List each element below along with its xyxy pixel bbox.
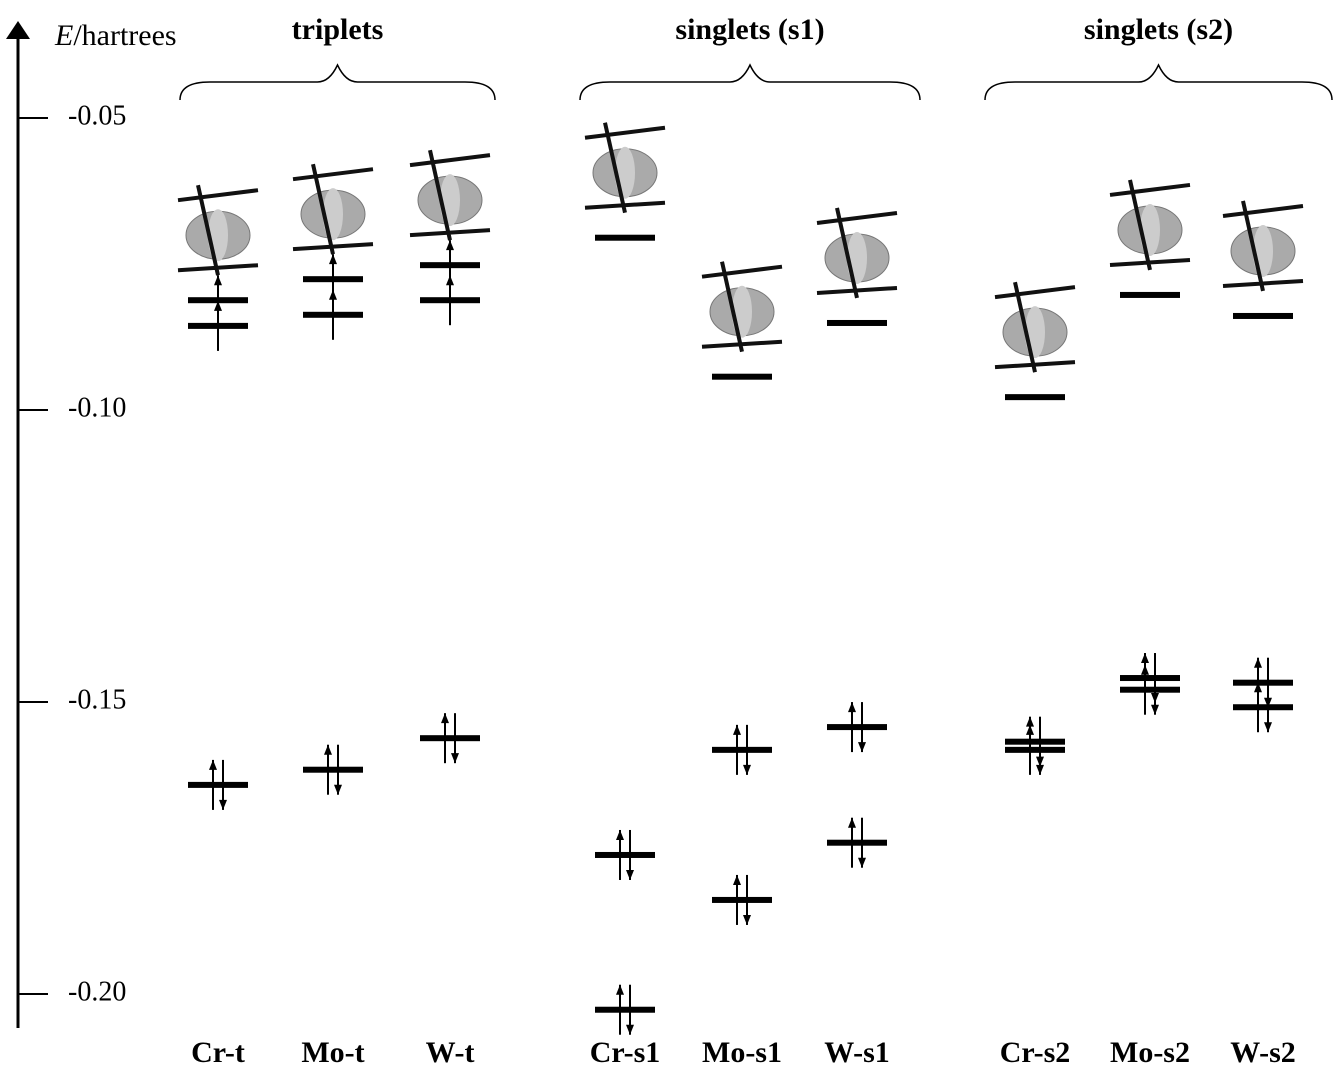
electron-head	[324, 745, 332, 755]
column-label: W-s1	[824, 1036, 890, 1069]
energy-level	[595, 1007, 655, 1013]
electron-head	[446, 275, 454, 285]
energy-level	[712, 374, 772, 380]
energy-level	[1005, 739, 1065, 745]
electron-head	[451, 753, 459, 763]
energy-level	[188, 782, 248, 788]
column-label: Mo-t	[301, 1036, 364, 1069]
energy-level	[303, 767, 363, 773]
column-label: Cr-t	[191, 1036, 245, 1069]
electron-head	[1036, 765, 1044, 775]
energy-level	[827, 724, 887, 730]
electron-head	[1151, 705, 1159, 715]
group-title: triplets	[292, 13, 384, 46]
tick-label: -0.20	[68, 976, 126, 1007]
tick-label: -0.05	[68, 100, 126, 131]
electron-head	[1141, 653, 1149, 663]
energy-level	[1233, 313, 1293, 319]
electron-head	[219, 800, 227, 810]
column-label: W-s2	[1230, 1036, 1296, 1069]
column-label: Mo-s2	[1110, 1036, 1190, 1069]
electron-head	[446, 240, 454, 250]
column-label: Mo-s1	[702, 1036, 782, 1069]
energy-level	[1120, 675, 1180, 681]
energy-level	[1233, 680, 1293, 686]
energy-level	[595, 852, 655, 858]
electron-head	[858, 858, 866, 868]
energy-level	[827, 840, 887, 846]
axis-label: E/hartrees	[54, 19, 177, 52]
group-title: singlets (s2)	[1084, 13, 1233, 46]
energy-level	[1120, 292, 1180, 298]
electron-head	[733, 725, 741, 735]
electron-head	[733, 875, 741, 885]
energy-level	[712, 897, 772, 903]
electron-head	[441, 713, 449, 723]
electron-head	[329, 290, 337, 300]
group-title: singlets (s1)	[675, 13, 824, 46]
electron-head	[1264, 722, 1272, 732]
group-brace	[985, 65, 1332, 100]
electron-head	[1254, 658, 1262, 668]
column-label: W-t	[426, 1036, 475, 1069]
group-brace	[180, 65, 495, 100]
electron-head	[334, 785, 342, 795]
energy-level	[1005, 747, 1065, 753]
energy-level	[827, 320, 887, 326]
column-label: Cr-s1	[590, 1036, 661, 1069]
electron-head	[1141, 665, 1149, 675]
electron-head	[209, 760, 217, 770]
energy-diagram: E/hartrees -0.05 -0.10 -0.15 -0.20 triplets C…	[0, 0, 1334, 1074]
electron-head	[626, 1025, 634, 1035]
electron-head	[329, 254, 337, 264]
electron-head	[743, 765, 751, 775]
energy-level	[1005, 394, 1065, 400]
electron-head	[848, 818, 856, 828]
column-label: Cr-s2	[1000, 1036, 1071, 1069]
group-brace	[580, 65, 920, 100]
energy-level	[712, 747, 772, 753]
electron-head	[743, 915, 751, 925]
energy-level	[1120, 687, 1180, 693]
energy-level	[1233, 704, 1293, 710]
electron-head	[214, 275, 222, 285]
axis-unit: /hartrees	[73, 19, 176, 52]
tick-label: -0.10	[68, 392, 126, 423]
energy-level	[595, 235, 655, 241]
electron-head	[626, 870, 634, 880]
axis-symbol: E	[54, 19, 73, 52]
electron-head	[616, 830, 624, 840]
electron-head	[848, 702, 856, 712]
tick-label: -0.15	[68, 684, 126, 715]
energy-level	[420, 735, 480, 741]
electron-head	[616, 985, 624, 995]
electron-head	[858, 742, 866, 752]
